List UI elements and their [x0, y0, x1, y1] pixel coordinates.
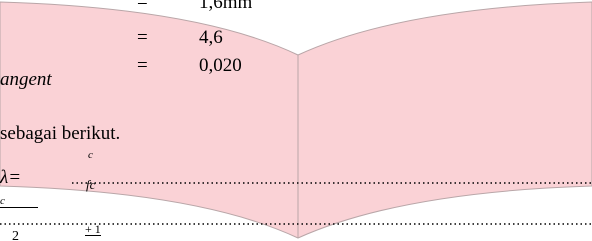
- denominator: fc: [86, 178, 95, 191]
- formula-lhs: λ=: [0, 168, 21, 187]
- numerator: c: [88, 150, 93, 161]
- equals-sign: =: [137, 0, 148, 12]
- numerator: c: [0, 196, 38, 208]
- value: 1,6mm: [199, 0, 252, 12]
- document-page: = 1,6mm = 4,6 angent = 0,020 sebagai ber…: [0, 0, 592, 241]
- intro-text: sebagai berikut.: [0, 124, 120, 143]
- formula-prefix: 2: [12, 230, 19, 241]
- value: 0,020: [199, 56, 242, 75]
- formula-suffix: + 1: [85, 223, 101, 236]
- page-overlay: [0, 0, 592, 241]
- value: 4,6: [199, 28, 223, 47]
- equals-sign: =: [137, 56, 148, 75]
- label: angent: [0, 70, 52, 89]
- pink-shape: [0, 2, 592, 238]
- equals-sign: =: [137, 28, 148, 47]
